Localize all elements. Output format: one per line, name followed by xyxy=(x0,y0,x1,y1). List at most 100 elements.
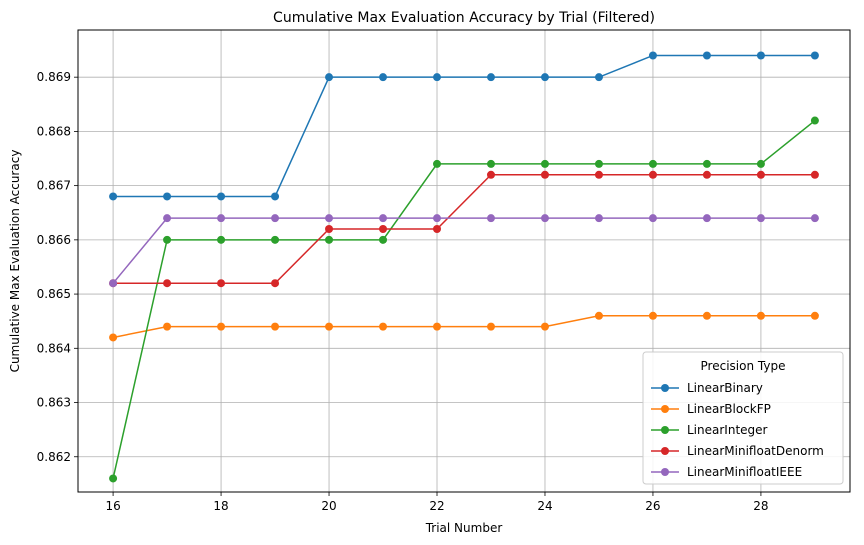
data-point xyxy=(433,159,442,168)
x-tick-label: 22 xyxy=(429,499,444,513)
legend-marker xyxy=(661,426,669,434)
data-point xyxy=(163,214,172,223)
data-point xyxy=(433,225,442,234)
data-point xyxy=(648,159,657,168)
x-axis: 16 18 20 22 24 26 28 xyxy=(105,492,769,513)
legend-label: LinearMinifloatDenorm xyxy=(687,444,824,458)
legend-marker xyxy=(661,384,669,392)
x-tick-label: 20 xyxy=(321,499,336,513)
data-point xyxy=(540,159,549,168)
legend-item: LinearBinary xyxy=(651,381,763,395)
data-point xyxy=(486,214,495,223)
y-tick-label: 0.863 xyxy=(37,396,71,410)
data-point xyxy=(594,170,603,179)
data-point xyxy=(271,279,280,288)
data-point xyxy=(810,51,819,60)
legend-item: LinearBlockFP xyxy=(651,402,771,416)
data-point xyxy=(810,170,819,179)
y-tick-label: 0.866 xyxy=(37,233,71,247)
data-point xyxy=(486,159,495,168)
data-point xyxy=(217,322,226,331)
y-tick-label: 0.868 xyxy=(37,124,71,138)
data-point xyxy=(540,322,549,331)
data-point xyxy=(594,214,603,223)
series-LinearMinifloatIEEE xyxy=(109,214,819,288)
data-point xyxy=(433,214,442,223)
legend-label: LinearMinifloatIEEE xyxy=(687,465,802,479)
series-LinearBlockFP xyxy=(109,311,819,342)
data-point xyxy=(109,333,118,342)
data-point xyxy=(217,279,226,288)
data-point xyxy=(109,192,118,201)
data-point xyxy=(540,214,549,223)
data-point xyxy=(379,322,388,331)
series-line xyxy=(112,315,815,339)
legend-marker xyxy=(661,447,669,455)
data-point xyxy=(648,170,657,179)
data-point xyxy=(648,311,657,320)
series-LinearBinary xyxy=(109,51,819,201)
data-point xyxy=(702,159,711,168)
data-point xyxy=(756,159,765,168)
legend-item: LinearInteger xyxy=(651,423,768,437)
data-point xyxy=(810,116,819,125)
series-LinearMinifloatDenorm xyxy=(109,170,819,288)
data-point xyxy=(486,170,495,179)
data-point xyxy=(486,73,495,82)
x-tick-label: 18 xyxy=(213,499,228,513)
data-point xyxy=(325,225,334,234)
y-tick-label: 0.869 xyxy=(37,70,71,84)
data-point xyxy=(271,192,280,201)
data-point xyxy=(379,73,388,82)
data-point xyxy=(379,225,388,234)
legend-item: LinearMinifloatDenorm xyxy=(651,444,824,458)
data-point xyxy=(702,170,711,179)
data-point xyxy=(540,73,549,82)
data-point xyxy=(756,214,765,223)
legend-label: LinearBlockFP xyxy=(687,402,771,416)
y-tick-label: 0.865 xyxy=(37,287,71,301)
y-tick-label: 0.867 xyxy=(37,179,71,193)
data-point xyxy=(163,192,172,201)
x-tick-label: 24 xyxy=(537,499,552,513)
data-point xyxy=(325,235,334,244)
data-point xyxy=(756,170,765,179)
y-tick-label: 0.864 xyxy=(37,341,71,355)
data-point xyxy=(702,311,711,320)
data-point xyxy=(325,214,334,223)
data-point xyxy=(217,192,226,201)
data-point xyxy=(379,214,388,223)
legend-label: LinearInteger xyxy=(687,423,768,437)
data-point xyxy=(756,51,765,60)
series-line xyxy=(113,174,815,284)
data-point xyxy=(271,322,280,331)
data-point xyxy=(594,73,603,82)
series-line xyxy=(112,119,816,479)
data-point xyxy=(540,170,549,179)
series-layer xyxy=(109,51,819,483)
legend-box xyxy=(642,351,844,485)
data-point xyxy=(702,214,711,223)
x-axis-label: Trial Number xyxy=(425,521,503,535)
data-point xyxy=(810,311,819,320)
data-point xyxy=(109,279,118,288)
y-tick-label: 0.862 xyxy=(37,450,71,464)
data-point xyxy=(594,159,603,168)
y-axis-label: Cumulative Max Evaluation Accuracy xyxy=(8,150,22,373)
series-line xyxy=(112,217,815,284)
data-point xyxy=(594,311,603,320)
x-tick-label: 16 xyxy=(105,499,120,513)
legend: Precision Type LinearBinary LinearBlockFP L… xyxy=(642,351,844,485)
data-point xyxy=(379,235,388,244)
data-point xyxy=(163,279,172,288)
data-point xyxy=(810,214,819,223)
legend-marker xyxy=(661,468,669,476)
data-point xyxy=(271,235,280,244)
chart-title: Cumulative Max Evaluation Accuracy by Tr… xyxy=(273,10,655,26)
data-point xyxy=(217,235,226,244)
x-tick-label: 28 xyxy=(753,499,768,513)
data-point xyxy=(756,311,765,320)
plot-frame xyxy=(77,29,851,493)
series-LinearInteger xyxy=(109,116,819,483)
data-point xyxy=(648,51,657,60)
